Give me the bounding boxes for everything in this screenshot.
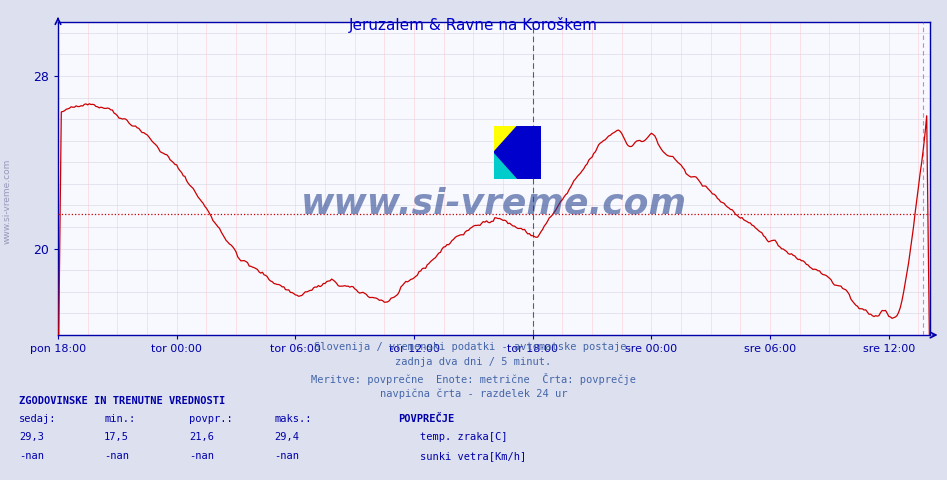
Text: 29,4: 29,4: [275, 432, 299, 443]
Text: 21,6: 21,6: [189, 432, 214, 443]
Text: 29,3: 29,3: [19, 432, 44, 443]
Text: povpr.:: povpr.:: [189, 414, 233, 424]
Text: Meritve: povprečne  Enote: metrične  Črta: povprečje: Meritve: povprečne Enote: metrične Črta:…: [311, 372, 636, 385]
Text: ZGODOVINSKE IN TRENUTNE VREDNOSTI: ZGODOVINSKE IN TRENUTNE VREDNOSTI: [19, 396, 225, 406]
Text: -nan: -nan: [275, 451, 299, 461]
Polygon shape: [494, 126, 518, 152]
Text: -nan: -nan: [104, 451, 129, 461]
Text: zadnja dva dni / 5 minut.: zadnja dva dni / 5 minut.: [396, 357, 551, 367]
Text: sedaj:: sedaj:: [19, 414, 57, 424]
Text: -nan: -nan: [189, 451, 214, 461]
Text: www.si-vreme.com: www.si-vreme.com: [301, 187, 688, 220]
Text: Jeruzalem & Ravne na Koroškem: Jeruzalem & Ravne na Koroškem: [349, 17, 598, 33]
Text: temp. zraka[C]: temp. zraka[C]: [420, 432, 508, 443]
Text: 17,5: 17,5: [104, 432, 129, 443]
Text: Slovenija / vremenski podatki - avtomatske postaje.: Slovenija / vremenski podatki - avtomats…: [314, 342, 633, 352]
Text: sunki vetra[Km/h]: sunki vetra[Km/h]: [420, 451, 527, 461]
Text: min.:: min.:: [104, 414, 135, 424]
Text: POVPREČJE: POVPREČJE: [398, 414, 454, 424]
Polygon shape: [494, 126, 542, 179]
Polygon shape: [494, 152, 518, 179]
Text: navpična črta - razdelek 24 ur: navpična črta - razdelek 24 ur: [380, 388, 567, 398]
Text: maks.:: maks.:: [275, 414, 313, 424]
Text: -nan: -nan: [19, 451, 44, 461]
Text: www.si-vreme.com: www.si-vreme.com: [3, 159, 12, 244]
